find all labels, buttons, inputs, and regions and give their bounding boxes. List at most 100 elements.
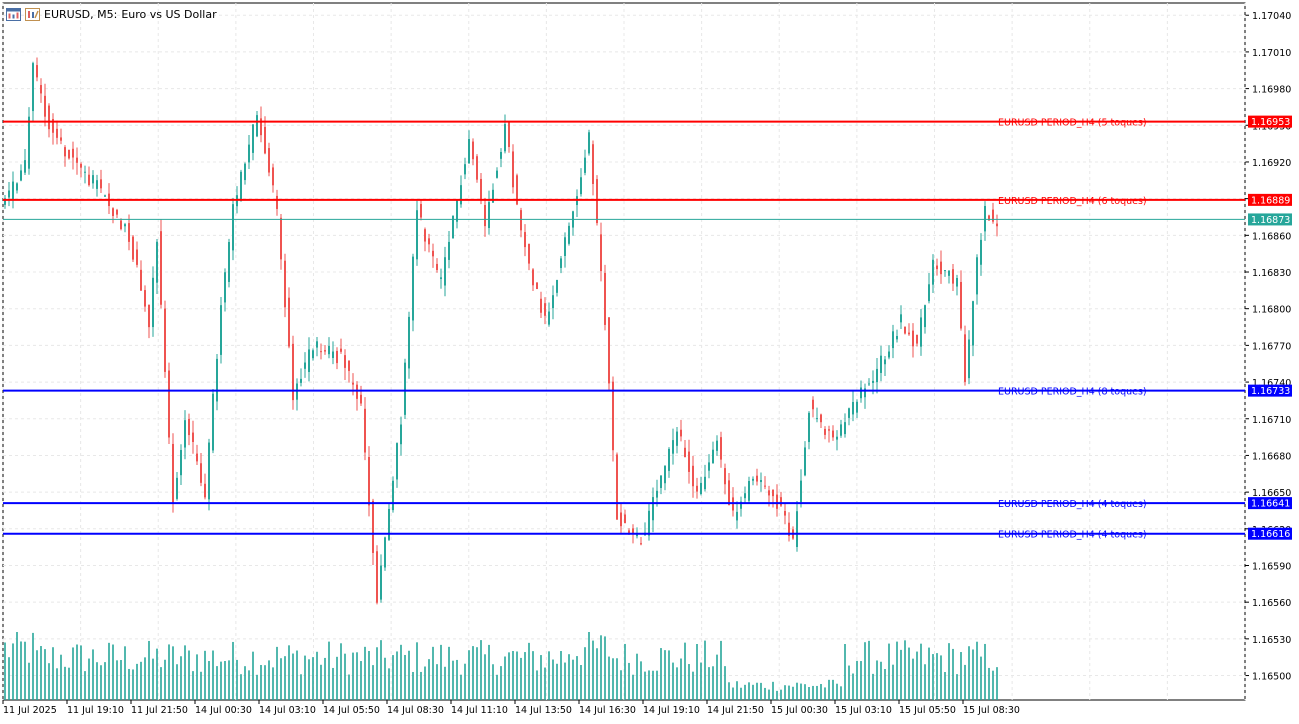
candle-body: [820, 414, 822, 423]
chart-properties-icon[interactable]: [25, 7, 40, 21]
candle-body: [192, 432, 194, 442]
candle-body: [92, 175, 94, 184]
candle-body: [736, 511, 738, 521]
candle-body: [44, 95, 46, 117]
candle-body: [428, 238, 430, 245]
candle-body: [388, 508, 390, 540]
candle-body: [936, 265, 938, 270]
candle-body: [960, 281, 962, 329]
candle-body: [988, 215, 990, 221]
candle-body: [240, 171, 242, 202]
candle-body: [872, 380, 874, 383]
candle-body: [852, 401, 854, 415]
candle-body: [900, 314, 902, 323]
candle-body: [788, 522, 790, 536]
time-tick-label: 15 Jul 00:30: [771, 705, 828, 716]
candle-body: [628, 530, 630, 534]
time-tick-label: 14 Jul 21:50: [707, 705, 764, 716]
candle-body: [480, 178, 482, 201]
candle-body: [796, 511, 798, 548]
candle-body: [700, 482, 702, 495]
candle-body: [540, 298, 542, 313]
candle-body: [4, 198, 6, 205]
candle-body: [8, 190, 10, 198]
candle-body: [724, 468, 726, 485]
candle-body: [780, 497, 782, 506]
candle-body: [336, 350, 338, 364]
price-tick-label: 1.16500: [1252, 672, 1291, 683]
candle-body: [844, 422, 846, 435]
candle-body: [136, 249, 138, 265]
level-price-tag: [1248, 497, 1292, 510]
candle-body: [524, 232, 526, 248]
candle-body: [912, 330, 914, 347]
time-tick-label: 14 Jul 11:10: [451, 705, 508, 716]
candle-body: [892, 331, 894, 349]
candle-body: [920, 317, 922, 347]
time-tick-label: 14 Jul 05:50: [323, 705, 380, 716]
candle-body: [740, 501, 742, 509]
candle-body: [220, 305, 222, 355]
candle-body: [68, 149, 70, 159]
candle-body: [496, 170, 498, 178]
chart-symbol-description: Euro vs US Dollar: [121, 7, 217, 21]
candle-body: [344, 355, 346, 368]
time-tick-label: 14 Jul 00:30: [195, 705, 252, 716]
price-tick-label: 1.16560: [1252, 598, 1291, 609]
candle-body: [760, 480, 762, 483]
candle-body: [356, 384, 358, 399]
candle-body: [908, 332, 910, 335]
candle-body: [248, 144, 250, 163]
candle-body: [16, 183, 18, 191]
candle-body: [452, 215, 454, 239]
time-tick-label: 11 Jul 2025: [3, 705, 57, 716]
candle-body: [972, 301, 974, 346]
candle-body: [112, 208, 114, 216]
candle-body: [564, 237, 566, 257]
candle-body: [656, 490, 658, 498]
candle-body: [832, 430, 834, 438]
candle-body: [40, 85, 42, 94]
candle-body: [328, 345, 330, 355]
candle-body: [612, 381, 614, 451]
price-tick-label: 1.17010: [1252, 48, 1291, 59]
candle-body: [84, 171, 86, 173]
price-tick-label: 1.16830: [1252, 268, 1291, 279]
level-label: EURUSD PERIOD_H4 (4 toques): [998, 530, 1147, 541]
candle-body: [188, 418, 190, 436]
candle-body: [768, 490, 770, 496]
price-tick-label: 1.17040: [1252, 11, 1291, 22]
level-price-label: 1.16733: [1251, 386, 1290, 397]
candle-body: [560, 258, 562, 268]
time-tick-label: 15 Jul 05:50: [899, 705, 956, 716]
candle-body: [144, 290, 146, 307]
candle-body: [748, 481, 750, 501]
candle-body: [504, 124, 506, 152]
current-price-label: 1.16873: [1251, 215, 1290, 226]
candle-body: [80, 163, 82, 168]
chart-window-icon[interactable]: [6, 7, 21, 21]
candle-body: [992, 209, 994, 222]
candle-body: [224, 272, 226, 303]
candle-body: [96, 180, 98, 189]
candle-body: [864, 388, 866, 398]
candle-body: [264, 126, 266, 154]
candle-body: [652, 497, 654, 521]
level-label: EURUSD PERIOD_H4 (6 toques): [998, 196, 1147, 207]
candle-body: [232, 204, 234, 251]
candle-body: [868, 383, 870, 385]
candle-body: [996, 223, 998, 227]
candle-body: [212, 393, 214, 451]
candle-body: [152, 277, 154, 328]
time-tick-label: 11 Jul 19:10: [67, 705, 124, 716]
candle-body: [244, 163, 246, 181]
level-price-label: 1.16641: [1251, 499, 1290, 510]
level-price-tag: [1248, 193, 1292, 206]
candle-body: [300, 378, 302, 383]
candle-body: [444, 257, 446, 286]
candle-body: [276, 195, 278, 209]
candle-body: [488, 202, 490, 229]
candle-body: [120, 220, 122, 230]
